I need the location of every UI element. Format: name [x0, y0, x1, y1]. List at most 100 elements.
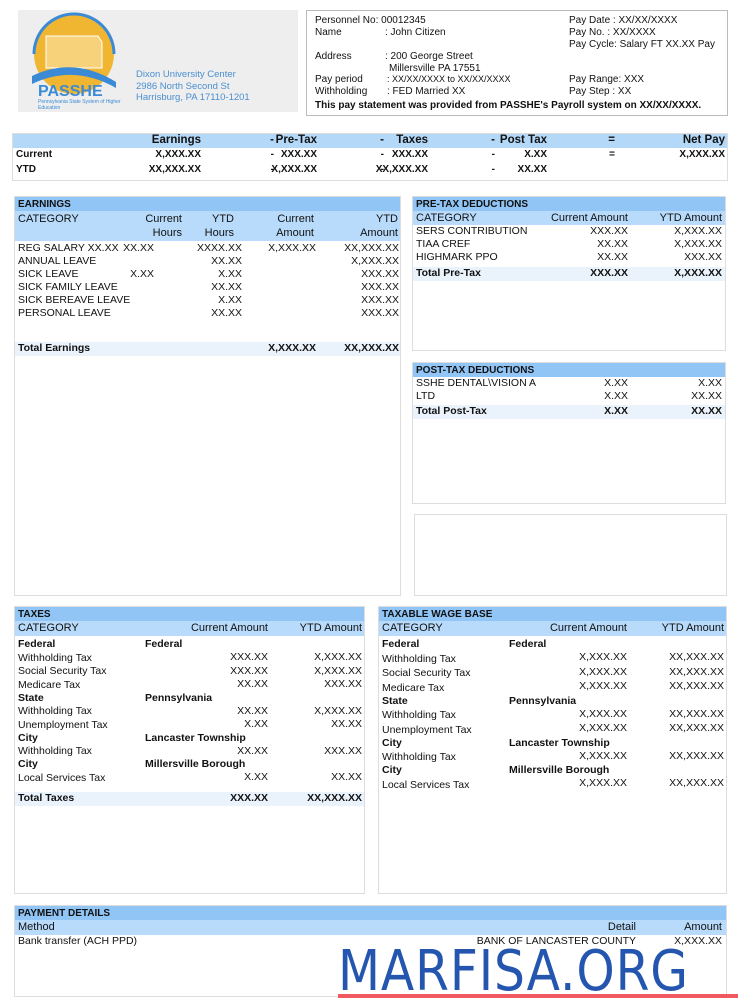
tax-group-row: State Pennsylvania [15, 692, 364, 705]
pretax-row: HIGHMARK PPO XX.XX XXX.XX [413, 251, 725, 264]
tax-current: XX.XX [237, 678, 268, 690]
pretax-row: TIAA CREF XX.XX X,XXX.XX [413, 238, 725, 251]
tax-ytd: XXX.XX [324, 744, 362, 757]
summary-value: XXX.XX [280, 149, 317, 160]
earnings-rows: REG SALARY XX.XX XX.XX XXXX.XX X,XXX.XX XX,X… [15, 241, 400, 320]
group-label: Federal [382, 638, 420, 650]
row-current: XX.XX [597, 238, 628, 250]
summary-value: X,XXX.XX [679, 149, 725, 160]
logo-wordmark: PASSHE [38, 83, 103, 98]
row-ytd: X,XXX.XX [674, 238, 722, 250]
jurisdiction: Federal [145, 638, 183, 650]
pay-range: Pay Range: XXX [569, 74, 645, 85]
earning-value: XXXX.XX [197, 242, 242, 254]
summary-value: - [491, 164, 495, 175]
row-current: X.XX [604, 377, 628, 389]
summary-value: X,XXX.XX [271, 164, 317, 175]
earning-category: SICK LEAVE [18, 268, 79, 280]
tax-name: Withholding Tax [18, 745, 92, 757]
row-current: X.XX [604, 390, 628, 402]
tax-current: XXX.XX [230, 664, 268, 677]
jurisdiction: Pennsylvania [509, 694, 577, 707]
row-current: XXX.XX [590, 225, 628, 237]
tax-ytd: XX,XXX.XX [669, 651, 724, 663]
summary-col-header: Net Pay [682, 134, 725, 146]
tax-ytd: XX,XXX.XX [669, 722, 724, 734]
tax-name: Unemployment Tax [18, 718, 108, 731]
earning-category: REG SALARY XX.XX [18, 242, 119, 254]
tax-current: X,XXX.XX [579, 680, 627, 692]
total-label: Total Taxes [18, 791, 75, 804]
address-line-2: Millersville PA 17551 [389, 63, 481, 74]
payment-method: Bank transfer (ACH PPD) [18, 935, 138, 947]
payment-title: PAYMENT DETAILS [15, 906, 726, 920]
summary-col-header: Post Tax [499, 134, 547, 146]
summary-value: X,XXX.XX [155, 149, 201, 160]
posttax-panel: POST-TAX DEDUCTIONS SSHE DENTAL\VISION A… [412, 362, 726, 504]
row-ytd: XXX.XX [684, 251, 722, 263]
tax-row: Unemployment Tax X,XXX.XX XX,XXX.XX [379, 722, 726, 737]
total-label: Total Post-Tax [416, 405, 487, 417]
tax-name: Withholding Tax [382, 751, 456, 763]
tax-current: XX.XX [237, 704, 268, 717]
tax-name: Withholding Tax [18, 705, 92, 717]
earning-value: X.XX [218, 294, 242, 306]
summary-value: XX.XX [517, 164, 547, 175]
tax-ytd: XX,XXX.XX [669, 749, 724, 762]
pretax-rows: SERS CONTRIBUTION XXX.XX X,XXX.XX TIAA CREF… [413, 225, 725, 264]
tax-group-row: City Millersville Borough [15, 758, 364, 771]
pay-date: Pay Date : XX/XX/XXXX [569, 15, 678, 26]
col-current-amount: Current Amount [549, 622, 627, 634]
statement-note: This pay statement was provided from PAS… [315, 100, 702, 111]
total-taxes-row: Total Taxes XXX.XX XX,XXX.XX [15, 791, 364, 806]
tax-ytd: XX,XXX.XX [669, 665, 724, 678]
pretax-panel: PRE-TAX DEDUCTIONS CATEGORY Current Amoun… [412, 196, 726, 351]
col-current-amount-2: Amount [276, 227, 314, 239]
earning-value: XX.XX [211, 255, 242, 267]
total-label: Total Pre-Tax [416, 267, 481, 279]
tax-ytd: X,XXX.XX [314, 704, 362, 717]
earnings-panel: EARNINGS CATEGORY Current Hours YTD Hour… [14, 196, 401, 596]
tax-current: X.XX [244, 718, 268, 730]
tax-row: Withholding Tax XX.XX X,XXX.XX [15, 705, 364, 719]
tax-ytd: XX.XX [331, 771, 362, 783]
tax-name: Social Security Tax [382, 667, 471, 679]
col-current-hours-2: Hours [152, 227, 182, 239]
tax-ytd: X,XXX.XX [314, 651, 362, 663]
summary-row-label: YTD [16, 164, 36, 175]
jurisdiction: Millersville Borough [509, 764, 610, 776]
col-ytd-hours: YTD [212, 213, 234, 225]
col-amount: Amount [684, 921, 722, 933]
payment-panel: PAYMENT DETAILS Method Detail Amount Ban… [14, 905, 727, 997]
total-label: Total Earnings [18, 342, 91, 354]
tax-name: Medicare Tax [382, 681, 445, 694]
col-ytd-hours-2: Hours [204, 227, 234, 239]
address-line-1: : 200 George Street [385, 51, 473, 62]
earning-category: SICK BEREAVE LEAVE [18, 294, 131, 306]
total-current: XXX.XX [590, 267, 628, 279]
row-ytd: X,XXX.XX [674, 225, 722, 237]
jurisdiction: Lancaster Township [509, 736, 610, 749]
tax-row: Withholding Tax X,XXX.XX XX,XXX.XX [379, 750, 726, 765]
personnel-no: Personnel No: 00012345 [315, 15, 426, 26]
tax-group-row: Federal Federal [379, 638, 726, 651]
tax-ytd: XX,XXX.XX [669, 707, 724, 720]
tax-row: Local Services Tax X,XXX.XX XX,XXX.XX [379, 777, 726, 792]
payment-row: Bank transfer (ACH PPD) BANK OF LANCASTE… [15, 935, 726, 948]
jurisdiction: Federal [509, 638, 547, 650]
total-posttax-row: Total Post-Tax X.XX XX.XX [413, 405, 725, 419]
col-ytd-amount: YTD [376, 213, 398, 225]
earning-value: XX.XX [123, 242, 154, 254]
posttax-row: SSHE DENTAL\VISION A X.XX X.XX [413, 377, 725, 390]
tax-group-row: State Pennsylvania [379, 695, 726, 708]
summary-col-header: Earnings [151, 134, 201, 146]
tax-ytd: XXX.XX [324, 678, 362, 690]
earnings-row: ANNUAL LEAVE XX.XX X,XXX.XX [15, 255, 400, 268]
tax-current: XXX.XX [230, 651, 268, 663]
group-label: State [18, 691, 44, 704]
col-current-amount: Current Amount [550, 212, 628, 224]
earnings-title: EARNINGS [15, 197, 400, 211]
col-detail: Detail [607, 921, 636, 933]
earning-value: XX.XX [211, 307, 242, 319]
summary-col-header: = [608, 134, 615, 146]
